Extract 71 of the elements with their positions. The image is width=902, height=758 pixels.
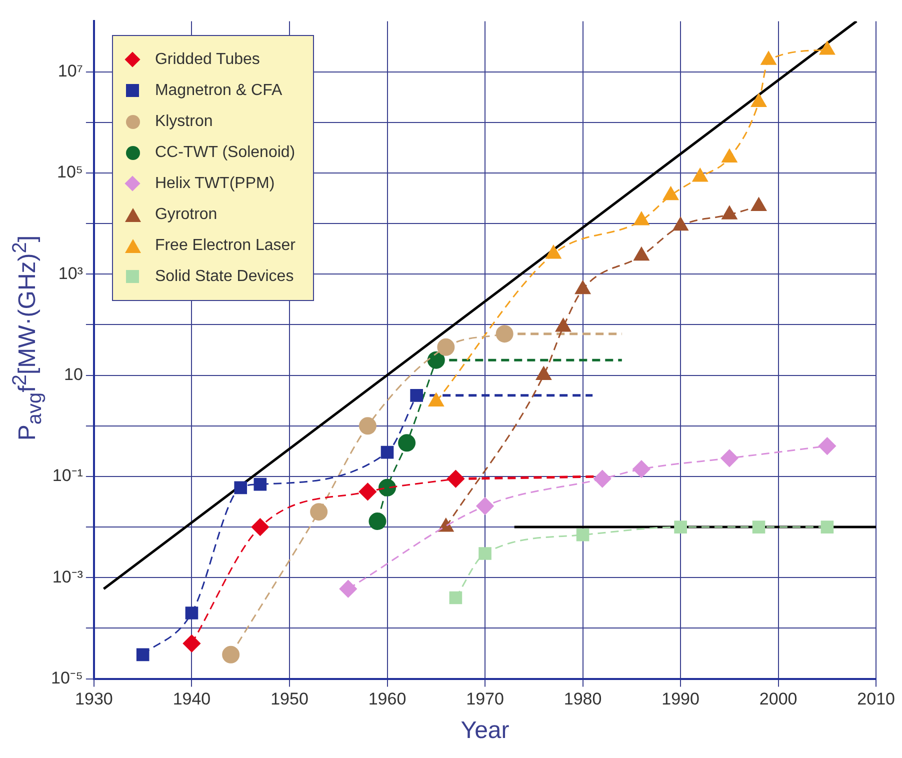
point <box>136 648 150 662</box>
x-tick-label: 1940 <box>172 690 211 709</box>
y-tick-label: 10⁵ <box>56 162 83 182</box>
point <box>634 212 650 226</box>
legend-label: Free Electron Laser <box>154 236 296 255</box>
point <box>820 41 835 55</box>
legend-label: Helix TWT(PPM) <box>154 174 275 193</box>
x-tick-label: 1970 <box>466 690 504 709</box>
point <box>234 481 248 494</box>
point <box>632 460 650 478</box>
x-tick-label: 2010 <box>857 690 896 709</box>
point <box>476 497 494 515</box>
point <box>536 366 552 380</box>
point <box>722 206 738 220</box>
point <box>752 520 766 534</box>
x-tick-label: 1980 <box>564 690 602 709</box>
y-tick-label: 10³ <box>58 264 84 283</box>
point <box>182 634 200 652</box>
point <box>185 606 198 620</box>
legend-label: Solid State Devices <box>154 268 294 286</box>
point <box>254 478 267 491</box>
point <box>576 528 590 542</box>
point <box>674 520 687 534</box>
point <box>358 482 376 500</box>
point <box>251 518 269 536</box>
legend-label: Klystron <box>154 112 213 131</box>
point <box>820 520 834 534</box>
y-tick-label: 10⁷ <box>58 61 83 80</box>
point <box>449 591 462 604</box>
x-tick-label: 2000 <box>759 690 798 709</box>
x-axis-title: Year <box>460 717 510 744</box>
point <box>437 338 455 356</box>
point <box>378 478 396 496</box>
x-tick-label: 1990 <box>662 690 700 709</box>
point <box>446 470 464 488</box>
point <box>722 148 738 162</box>
legend-label: Magnetron & CFA <box>154 82 282 100</box>
point <box>663 186 678 200</box>
y-tick-label: 10⁻³ <box>52 567 84 586</box>
point <box>310 503 328 521</box>
point <box>398 434 416 452</box>
legend-label: Gyrotron <box>154 206 218 224</box>
point <box>634 247 650 261</box>
point <box>222 646 240 664</box>
point <box>751 93 766 107</box>
point <box>496 325 514 343</box>
point <box>575 280 590 294</box>
legend-label: Gridded Tubes <box>154 50 260 69</box>
point <box>339 580 357 598</box>
point <box>751 197 766 211</box>
x-tick-label: 1930 <box>75 690 113 709</box>
point <box>818 437 836 455</box>
point <box>692 168 708 182</box>
x-tick-label: 1950 <box>270 690 308 709</box>
y-tick-label: 10⁻¹ <box>52 466 84 486</box>
point <box>760 51 776 65</box>
point <box>368 512 386 530</box>
point <box>380 446 394 459</box>
point <box>358 417 376 435</box>
point <box>427 351 445 369</box>
point <box>410 389 423 402</box>
point <box>546 245 562 259</box>
y-tick-label: 10⁻⁵ <box>50 668 83 688</box>
point <box>720 449 738 467</box>
point <box>672 217 688 231</box>
point <box>478 547 492 560</box>
point <box>594 470 612 488</box>
y-tick-label: 10 <box>64 364 83 384</box>
x-tick-label: 1960 <box>368 690 406 709</box>
legend-label: CC-TWT (Solenoid) <box>154 144 296 162</box>
point <box>556 318 571 332</box>
